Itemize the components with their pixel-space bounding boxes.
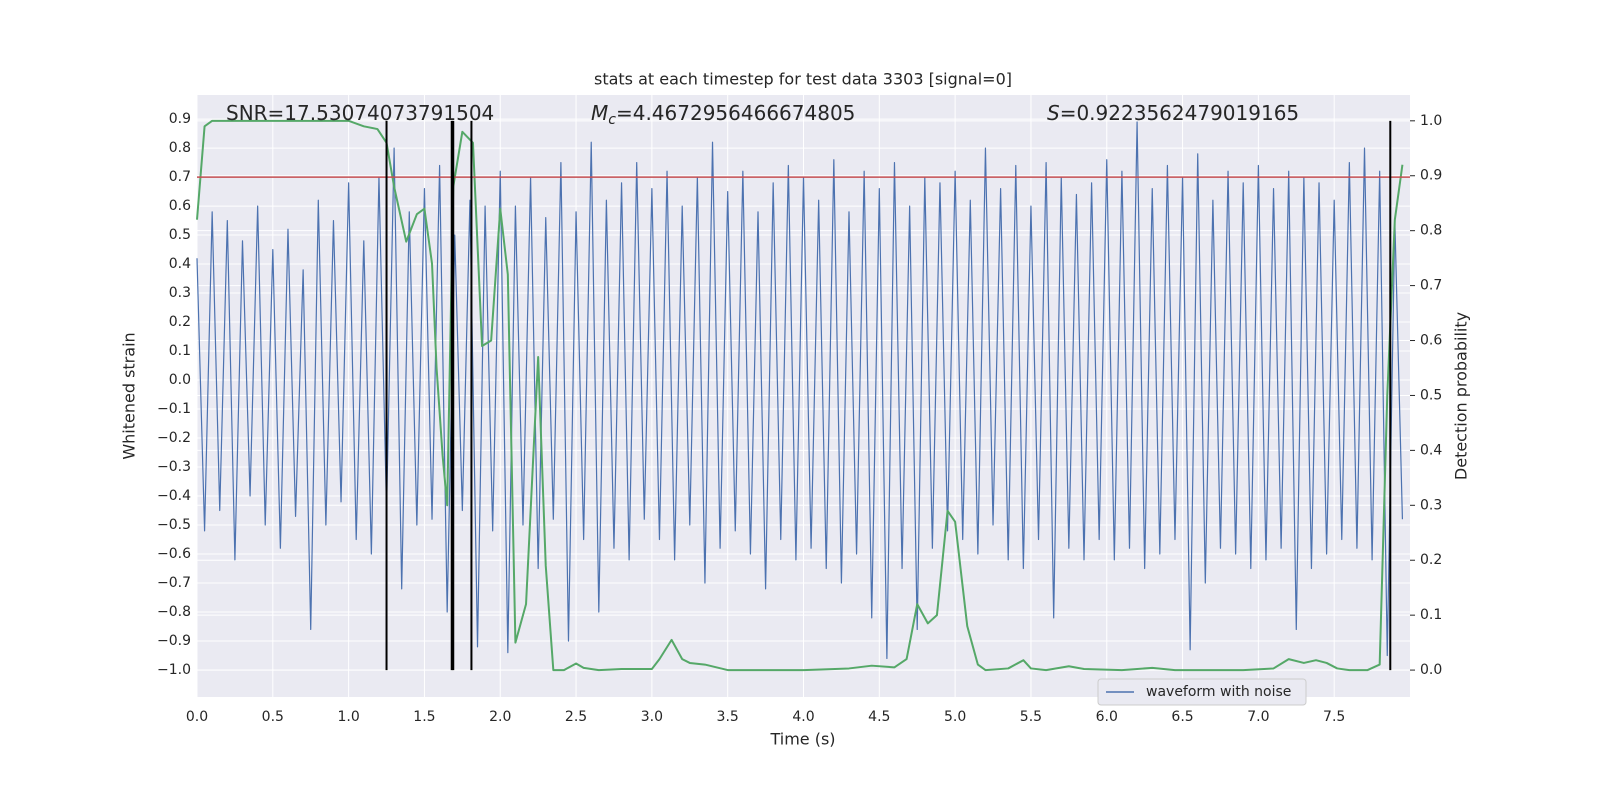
y2-tick-label: 0.2	[1420, 552, 1442, 568]
data-line	[196, 119, 1404, 672]
y-tick-label: 0.4	[169, 256, 191, 272]
y2-tick-label: 0.0	[1420, 662, 1442, 678]
y-tick-label: 0.8	[169, 140, 191, 156]
x-tick-label: 3.5	[717, 709, 739, 725]
annotation-subscript: c	[608, 112, 616, 128]
y-tick-label: 0.1	[169, 343, 191, 359]
x-tick-label: 1.0	[337, 709, 359, 725]
y-tick-label: −0.6	[157, 546, 191, 562]
marks	[196, 119, 1410, 672]
chart-title: stats at each timestep for test data 330…	[594, 70, 1012, 89]
y-tick-label: 0.9	[169, 111, 191, 127]
annotation-text: =4.4672956466674805	[616, 101, 855, 125]
y2-tick-label: 0.7	[1420, 278, 1442, 294]
y-tick-label: −0.3	[157, 459, 191, 475]
x-tick-label: 2.5	[565, 709, 587, 725]
x-tick-label: 0.0	[186, 709, 208, 725]
y-tick-label: 0.0	[169, 372, 191, 388]
labels: 0.0 0.5 1.0 1.5 2.0 2.5 3.0 3.5 4.0 4.5 5.0 5.5 6.0 6…	[157, 111, 1442, 725]
y2-tick-label: 0.1	[1420, 607, 1442, 623]
x-tick-label: 4.0	[792, 709, 814, 725]
annotation-symbol: S	[1047, 101, 1060, 125]
x-axis-label: Time (s)	[769, 730, 835, 749]
y2-tick-label: 1.0	[1420, 113, 1442, 129]
y2-tick-label: 0.4	[1420, 442, 1442, 458]
y-tick-label: 0.6	[169, 198, 191, 214]
y-tick-label: −0.4	[157, 488, 191, 504]
legend-box	[1097, 678, 1307, 706]
legend-label: waveform with noise	[1146, 684, 1291, 700]
x-tick-label: 7.5	[1323, 709, 1345, 725]
y-tick-label: −0.7	[157, 575, 191, 591]
x-tick-label: 6.5	[1171, 709, 1193, 725]
annotation-symbol: M	[591, 101, 608, 125]
x-tick-label: 4.5	[868, 709, 890, 725]
x-tick-label: 5.5	[1020, 709, 1042, 725]
y-tick-label: −0.8	[157, 604, 191, 620]
legend: waveform with noise	[1097, 678, 1307, 706]
y2-tick-label: 0.5	[1420, 387, 1442, 403]
x-tick-label: 1.5	[413, 709, 435, 725]
annotation-text: =0.9223562479019165	[1060, 101, 1299, 125]
y2-tick-label: 0.8	[1420, 223, 1442, 239]
y-tick-label: −1.0	[157, 662, 191, 678]
annotation: Mc=4.4672956466674805	[591, 101, 855, 129]
x-tick-label: 0.5	[262, 709, 284, 725]
y-axis-label: Whitened strain	[120, 332, 139, 459]
x-tick-label: 2.0	[489, 709, 511, 725]
y2-tick-label: 0.3	[1420, 497, 1442, 513]
y-tick-label: −0.9	[157, 633, 191, 649]
y2-tick-label: 0.6	[1420, 333, 1442, 349]
y-tick-label: −0.2	[157, 430, 191, 446]
y2-tick-label: 0.9	[1420, 168, 1442, 184]
x-tick-label: 6.0	[1096, 709, 1118, 725]
annotation: S=0.9223562479019165	[1047, 101, 1299, 125]
x-tick-label: 3.0	[641, 709, 663, 725]
y-tick-label: −0.1	[157, 401, 191, 417]
annotation-text: SNR=17.53074073791504	[226, 101, 494, 125]
data-line	[196, 121, 1404, 660]
annotation: SNR=17.53074073791504	[226, 101, 494, 125]
y-tick-label: −0.5	[157, 517, 191, 533]
y-tick-label: 0.3	[169, 285, 191, 301]
x-tick-label: 5.0	[944, 709, 966, 725]
y-tick-label: 0.5	[169, 227, 191, 243]
y2-axis-label: Detection probability	[1452, 312, 1471, 480]
y-tick-label: 0.7	[169, 169, 191, 185]
x-tick-label: 7.0	[1247, 709, 1269, 725]
y-tick-label: 0.2	[169, 314, 191, 330]
